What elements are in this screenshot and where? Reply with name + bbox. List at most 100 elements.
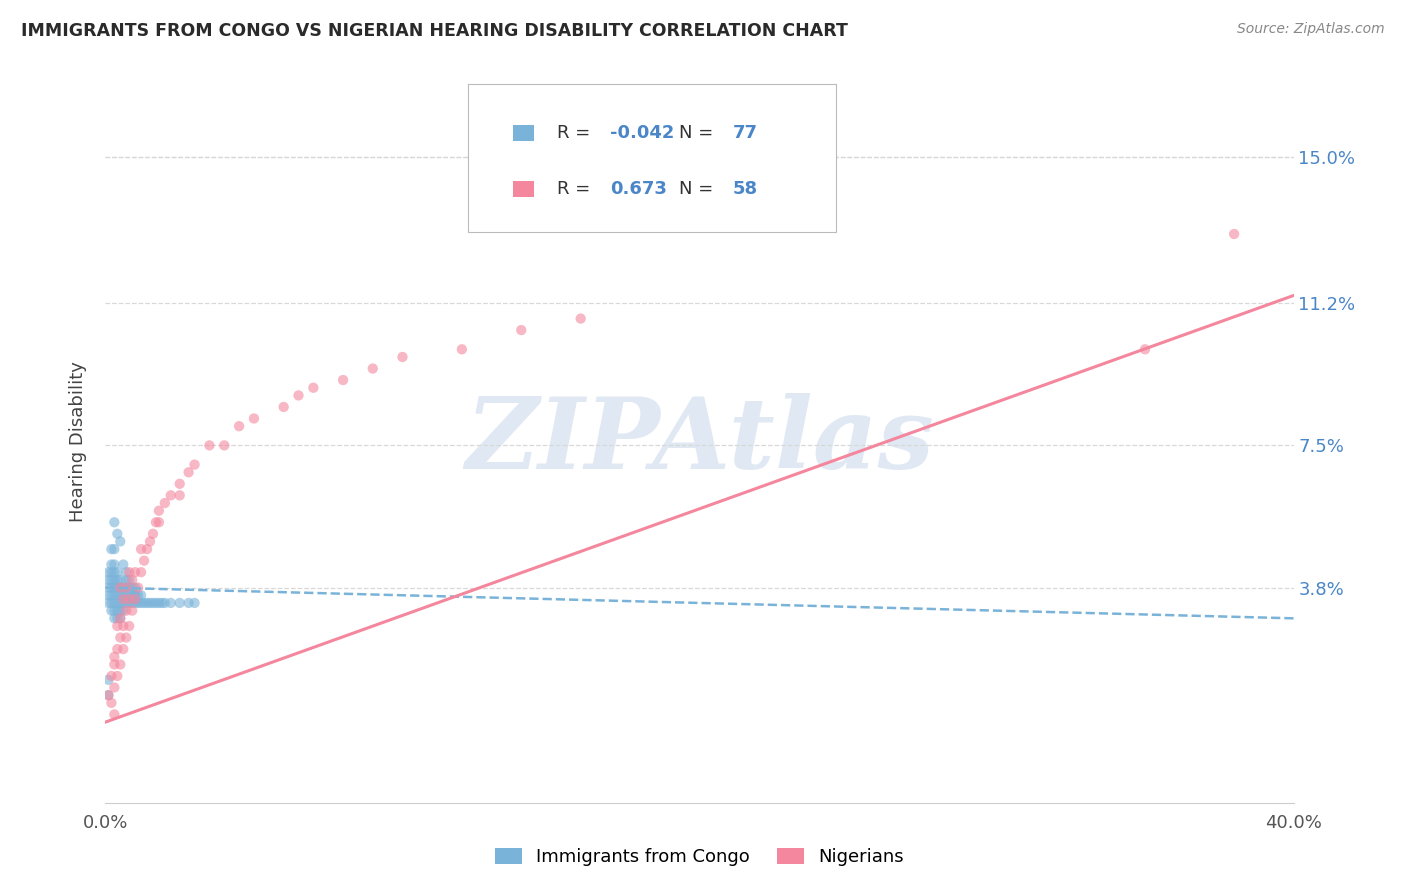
Point <box>100 558 122 572</box>
Point <box>100 542 122 557</box>
Y-axis label: Hearing Disability: Hearing Disability <box>69 361 87 522</box>
Text: ZIPAtlas: ZIPAtlas <box>465 393 934 490</box>
Point <box>103 611 125 625</box>
Point <box>97 565 120 579</box>
Point <box>136 542 159 557</box>
Text: R =: R = <box>557 124 596 142</box>
Point <box>105 588 128 602</box>
Point <box>112 642 135 657</box>
Point <box>177 465 200 479</box>
Point <box>105 669 128 683</box>
Point <box>124 592 146 607</box>
Point <box>177 596 200 610</box>
Point <box>159 596 181 610</box>
Text: R =: R = <box>557 179 602 198</box>
Legend: Immigrants from Congo, Nigerians: Immigrants from Congo, Nigerians <box>488 840 911 873</box>
Point <box>118 588 141 602</box>
Point <box>124 596 146 610</box>
Point <box>103 596 125 610</box>
Point <box>115 581 138 595</box>
Point <box>118 565 141 579</box>
Point <box>302 381 325 395</box>
Point <box>112 604 135 618</box>
Point <box>110 573 132 587</box>
Point <box>118 573 141 587</box>
Point <box>112 592 135 607</box>
Point <box>287 388 309 402</box>
Point <box>159 488 181 502</box>
Point <box>110 611 132 625</box>
Point <box>100 588 122 602</box>
Point <box>332 373 354 387</box>
Point <box>105 581 128 595</box>
Point <box>214 438 236 452</box>
Point <box>103 515 125 529</box>
Point <box>273 400 295 414</box>
Point <box>100 573 122 587</box>
Point <box>145 515 167 529</box>
Point <box>100 696 122 710</box>
Text: IMMIGRANTS FROM CONGO VS NIGERIAN HEARING DISABILITY CORRELATION CHART: IMMIGRANTS FROM CONGO VS NIGERIAN HEARIN… <box>21 22 848 40</box>
Point <box>145 596 167 610</box>
Point <box>105 565 128 579</box>
Point <box>153 596 176 610</box>
Text: N =: N = <box>679 124 720 142</box>
Point <box>112 619 135 633</box>
Point <box>103 581 125 595</box>
Point <box>243 411 266 425</box>
Point <box>103 604 125 618</box>
Point <box>391 350 413 364</box>
Point <box>103 681 125 695</box>
Point <box>97 673 120 687</box>
Point <box>97 688 120 702</box>
Point <box>121 573 143 587</box>
Point <box>110 581 132 595</box>
Point <box>112 588 135 602</box>
Point <box>148 515 170 529</box>
Point <box>228 419 250 434</box>
Point <box>105 604 128 618</box>
Point <box>118 592 141 607</box>
Point <box>169 488 191 502</box>
Point <box>129 596 152 610</box>
Point <box>183 596 205 610</box>
Point <box>103 657 125 672</box>
Point <box>100 596 122 610</box>
Text: N =: N = <box>679 179 720 198</box>
Point <box>112 581 135 595</box>
Point <box>115 565 138 579</box>
Point <box>118 596 141 610</box>
Point <box>115 573 138 587</box>
Point <box>100 604 122 618</box>
Point <box>169 476 191 491</box>
Point <box>129 542 152 557</box>
Point <box>129 565 152 579</box>
Point <box>121 604 143 618</box>
Point <box>112 558 135 572</box>
FancyBboxPatch shape <box>468 84 837 232</box>
Point <box>110 611 132 625</box>
Point <box>153 496 176 510</box>
Point <box>142 596 165 610</box>
Point <box>110 596 132 610</box>
Point <box>124 581 146 595</box>
Point <box>132 554 155 568</box>
Point <box>105 642 128 657</box>
Point <box>136 596 159 610</box>
Point <box>97 581 120 595</box>
FancyBboxPatch shape <box>513 181 534 196</box>
Point <box>142 526 165 541</box>
Point <box>103 649 125 664</box>
Point <box>148 504 170 518</box>
Point <box>103 588 125 602</box>
Point <box>124 565 146 579</box>
Point <box>183 458 205 472</box>
Point <box>110 604 132 618</box>
Point <box>569 311 592 326</box>
Point <box>139 534 162 549</box>
Point <box>105 619 128 633</box>
Point <box>105 611 128 625</box>
Point <box>105 526 128 541</box>
FancyBboxPatch shape <box>513 125 534 141</box>
Point <box>150 596 173 610</box>
